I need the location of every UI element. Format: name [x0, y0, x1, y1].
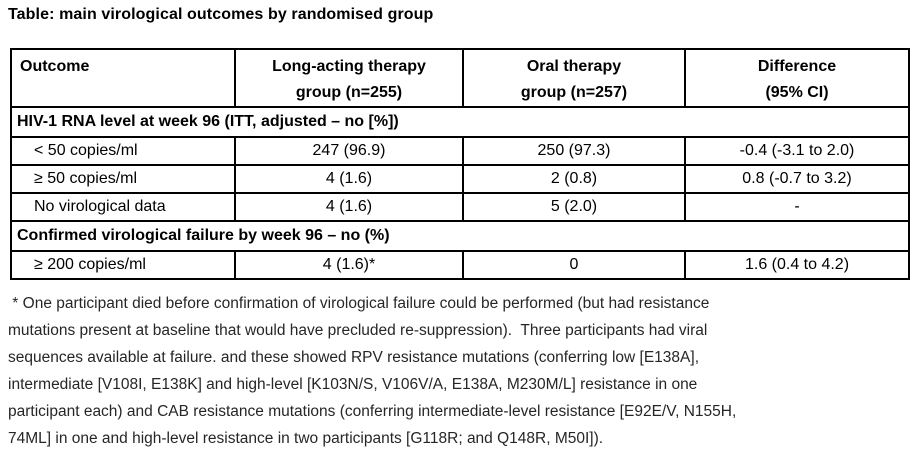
col-header-oral-group: Oral therapy group (n=257): [462, 48, 686, 108]
table-row: ≥ 200 copies/ml 4 (1.6)* 0 1.6 (0.4 to 4…: [10, 250, 910, 280]
cell-oral: 5 (2.0): [462, 192, 686, 222]
table-row: < 50 copies/ml 247 (96.9) 250 (97.3) -0.…: [10, 136, 910, 166]
section-row-rna: HIV-1 RNA level at week 96 (ITT, adjuste…: [10, 106, 910, 138]
cell-difference: -: [684, 192, 910, 222]
cell-difference: 0.8 (-0.7 to 3.2): [684, 164, 910, 194]
footnote-line: intermediate [V108I, E138K] and high-lev…: [8, 376, 698, 393]
cell-difference: -0.4 (-3.1 to 2.0): [684, 136, 910, 166]
cell-oral: 2 (0.8): [462, 164, 686, 194]
cell-long-acting: 4 (1.6): [234, 192, 464, 222]
table-title: Table: main virological outcomes by rand…: [8, 6, 434, 23]
section-header-failure: Confirmed virological failure by week 96…: [10, 220, 910, 252]
footnote: * One participant died before confirmati…: [8, 290, 736, 452]
col-header-difference: Difference (95% CI): [684, 48, 910, 108]
section-header-rna: HIV-1 RNA level at week 96 (ITT, adjuste…: [10, 106, 910, 138]
footnote-line: mutations present at baseline that would…: [8, 322, 708, 339]
footnote-line: sequences available at failure. and thes…: [8, 349, 699, 366]
footnote-line: participant each) and CAB resistance mut…: [8, 403, 737, 420]
cell-difference: 1.6 (0.4 to 4.2): [684, 250, 910, 280]
cell-long-acting: 4 (1.6)*: [234, 250, 464, 280]
cell-outcome: ≥ 50 copies/ml: [10, 164, 236, 194]
outcomes-table: Outcome Long-acting therapy group (n=255…: [10, 48, 910, 280]
footnote-line: 74ML] in one and high-level resistance i…: [8, 430, 604, 447]
table-row: No virological data 4 (1.6) 5 (2.0) -: [10, 192, 910, 222]
section-row-failure: Confirmed virological failure by week 96…: [10, 220, 910, 252]
cell-oral: 0: [462, 250, 686, 280]
cell-long-acting: 4 (1.6): [234, 164, 464, 194]
cell-oral: 250 (97.3): [462, 136, 686, 166]
table-row: ≥ 50 copies/ml 4 (1.6) 2 (0.8) 0.8 (-0.7…: [10, 164, 910, 194]
header-row: Outcome Long-acting therapy group (n=255…: [10, 48, 910, 108]
cell-outcome: < 50 copies/ml: [10, 136, 236, 166]
cell-long-acting: 247 (96.9): [234, 136, 464, 166]
cell-outcome: No virological data: [10, 192, 236, 222]
col-header-long-acting-group: Long-acting therapy group (n=255): [234, 48, 464, 108]
cell-outcome: ≥ 200 copies/ml: [10, 250, 236, 280]
col-header-outcome: Outcome: [10, 48, 236, 108]
footnote-line: * One participant died before confirmati…: [8, 295, 710, 312]
